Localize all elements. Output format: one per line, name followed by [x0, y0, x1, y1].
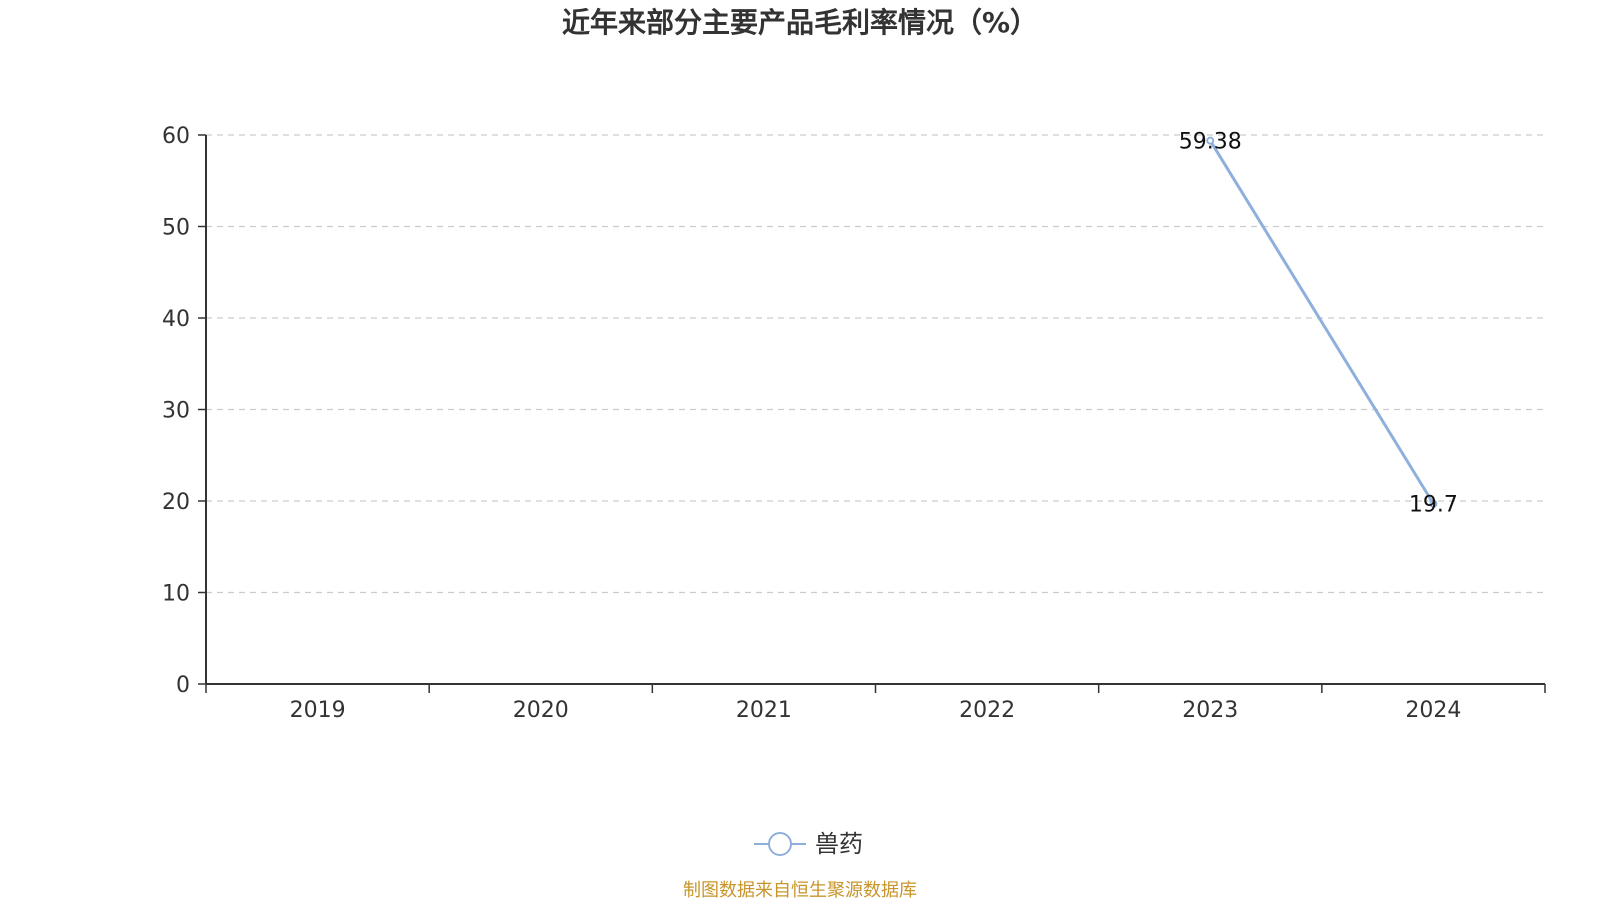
legend[interactable]: 兽药 — [754, 830, 863, 858]
y-tick-label: 20 — [162, 490, 190, 515]
x-tick-label: 2021 — [736, 698, 792, 723]
data-label: 59.38 — [1179, 130, 1242, 155]
source-note: 制图数据来自恒生聚源数据库 — [683, 880, 917, 900]
data-labels: 59.38 19.7 — [1179, 130, 1458, 518]
y-tick-label: 40 — [162, 307, 190, 332]
legend-circle-marker — [768, 832, 792, 856]
y-tick-label: 10 — [162, 582, 190, 607]
x-tick-label: 2019 — [290, 698, 346, 723]
x-tick-label: 2023 — [1182, 698, 1238, 723]
y-axis-ticks: 0 10 20 30 40 50 60 — [162, 124, 206, 698]
grid-lines — [206, 134, 1545, 594]
data-point[interactable] — [1429, 499, 1438, 508]
y-tick-label: 50 — [162, 216, 190, 241]
y-tick-label: 30 — [162, 399, 190, 424]
series-line — [1208, 139, 1435, 505]
x-axis-ticks: 2019 2020 2021 2022 2023 2024 — [205, 684, 1546, 723]
data-point[interactable] — [1206, 136, 1215, 145]
x-tick-label: 2020 — [513, 698, 569, 723]
legend-label: 兽药 — [815, 830, 863, 858]
data-label: 19.7 — [1409, 493, 1458, 518]
x-tick-label: 2024 — [1405, 698, 1461, 723]
series-layer — [1206, 136, 1438, 508]
y-tick-label: 0 — [176, 673, 190, 698]
x-tick-label: 2022 — [959, 698, 1015, 723]
y-tick-label: 60 — [162, 124, 190, 149]
chart-title: 近年来部分主要产品毛利率情况（%） — [562, 6, 1038, 39]
